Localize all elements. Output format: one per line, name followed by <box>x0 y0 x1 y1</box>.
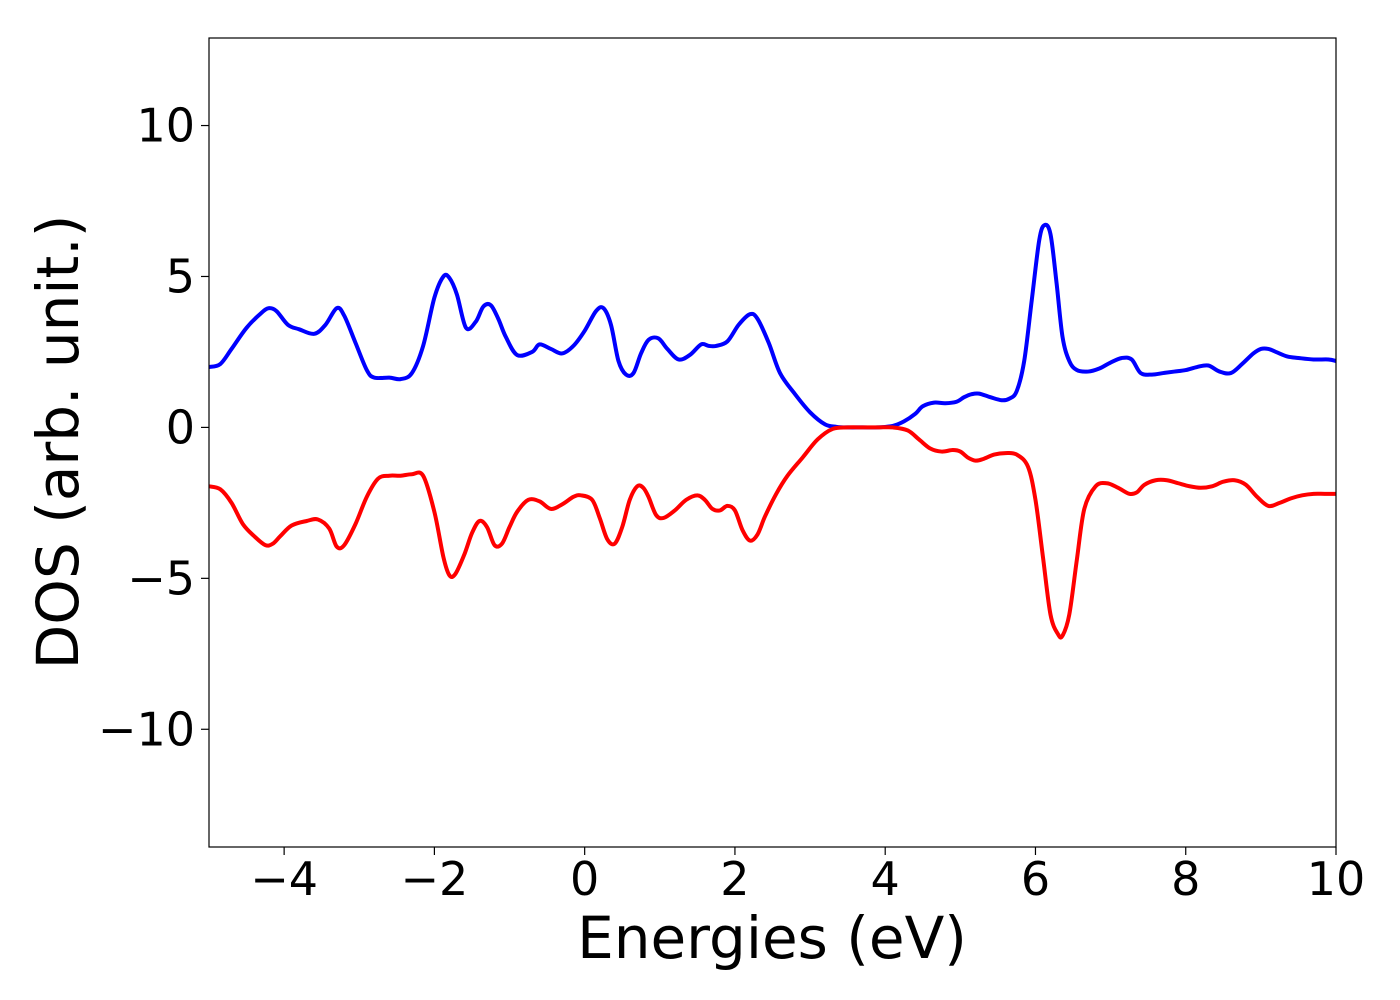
x-tick-label: 4 <box>871 852 900 906</box>
x-axis-label: Energies (eV) <box>577 904 967 972</box>
y-axis-ticks: 10 5 0 −5 −10 <box>98 99 209 756</box>
x-tick-label: 10 <box>1307 852 1366 906</box>
y-tick-label: −5 <box>127 551 195 605</box>
y-tick-label: 10 <box>136 99 195 153</box>
y-tick-label: 0 <box>166 400 195 454</box>
x-tick-label: 0 <box>570 852 599 906</box>
x-tick-label: −4 <box>250 852 318 906</box>
series-layer <box>209 222 1336 640</box>
x-tick-label: −2 <box>400 852 468 906</box>
y-tick-label: −10 <box>98 702 195 756</box>
series-line-red <box>209 425 1336 640</box>
x-axis-ticks: −4 −2 0 2 4 6 8 10 <box>250 847 1365 906</box>
y-tick-label: 5 <box>166 249 195 303</box>
series-line-blue <box>209 222 1336 430</box>
plot-frame <box>208 37 1337 848</box>
x-tick-label: 6 <box>1021 852 1050 906</box>
x-tick-label: 8 <box>1171 852 1200 906</box>
x-tick-label: 2 <box>720 852 749 906</box>
y-axis-label: DOS (arb. unit.) <box>24 215 92 670</box>
